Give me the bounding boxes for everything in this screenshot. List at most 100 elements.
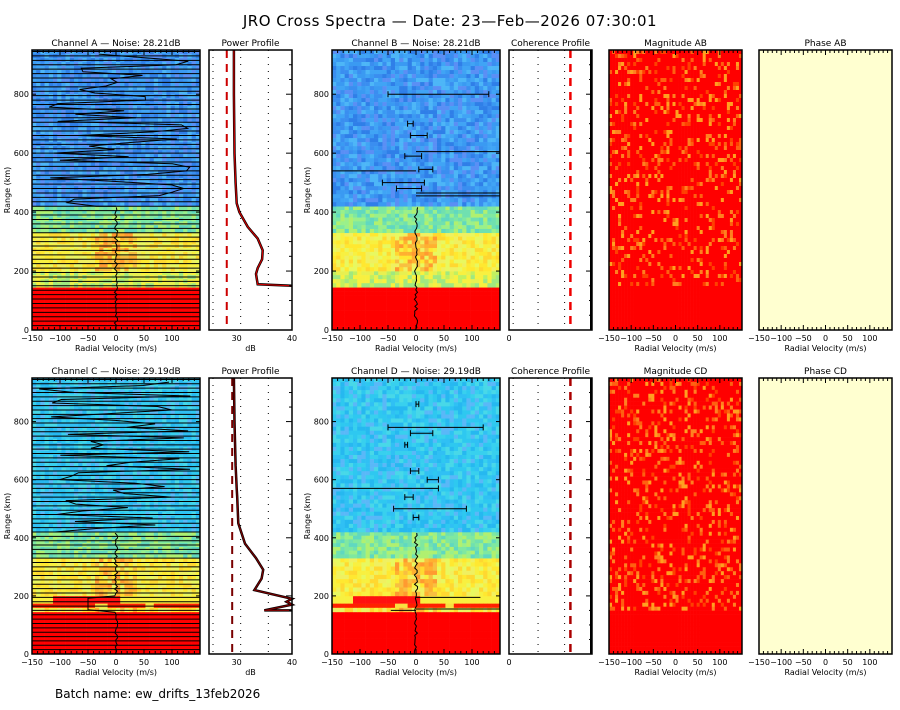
- spectrum-cell: [336, 287, 341, 292]
- spectrum-cell: [149, 232, 155, 237]
- spectrum-cell: [432, 217, 438, 222]
- spectrum-cell: [441, 248, 446, 253]
- spectrum-cell: [357, 213, 362, 218]
- spectrum-cell: [369, 314, 375, 319]
- spectrum-cell: [382, 217, 387, 222]
- spectrum-cell: [353, 267, 358, 272]
- spectrum-cell: [491, 58, 497, 63]
- spectrum-cell: [374, 271, 379, 276]
- spectrum-cell: [183, 154, 188, 159]
- spectrum-cell: [474, 62, 480, 67]
- spectrum-cell: [479, 86, 484, 91]
- spectrum-cell: [357, 58, 362, 63]
- spectrum-cell: [340, 306, 345, 311]
- spectrum-cell: [99, 78, 104, 83]
- spectrum-cell: [416, 54, 421, 59]
- spectrum-cell: [382, 106, 387, 111]
- spectrum-cell: [99, 228, 104, 234]
- spectrum-cell: [395, 50, 400, 55]
- spectrum-cell: [40, 162, 45, 167]
- spectrum-cell: [103, 295, 108, 300]
- spectrum-cell: [191, 158, 197, 163]
- spectrum-cell: [116, 170, 121, 175]
- spectrum-cell: [78, 322, 83, 327]
- spectrum-cell: [458, 283, 463, 288]
- spectrum-cell: [57, 82, 62, 87]
- spectrum-cell: [378, 283, 383, 288]
- spectrum-cell: [365, 267, 371, 272]
- spectrum-cell: [487, 54, 492, 59]
- spectrum-cell: [69, 170, 75, 175]
- spectrum-cell: [170, 106, 176, 111]
- spectrum-cell: [357, 217, 362, 222]
- spectrum-cell: [74, 82, 79, 87]
- spectrum-cell: [103, 213, 108, 218]
- spectrum-cell: [32, 122, 37, 127]
- spectrum-cell: [116, 130, 121, 135]
- spectrum-cell: [441, 50, 446, 55]
- spectrum-cell: [95, 166, 100, 171]
- spectrum-cell: [365, 283, 371, 288]
- spectrum-cell: [365, 302, 371, 307]
- spectrum-cell: [57, 106, 62, 111]
- spectrum-cell: [111, 74, 117, 79]
- spectrum-cell: [107, 206, 113, 211]
- spectrum-cell: [462, 86, 467, 91]
- spectrum-cell: [195, 150, 201, 155]
- spectrum-cell: [395, 322, 400, 327]
- spectrum-cell: [103, 158, 108, 163]
- spectrum-cell: [153, 154, 159, 159]
- spectrum-cell: [141, 251, 146, 257]
- spectrum-cell: [32, 251, 37, 257]
- spectrum-cell: [395, 251, 400, 257]
- spectrum-cell: [57, 118, 62, 123]
- spectrum-cell: [74, 70, 79, 75]
- spectrum-cell: [40, 166, 45, 171]
- spectrum-cell: [116, 240, 121, 245]
- spectrum-cell: [403, 82, 408, 87]
- spectrum-cell: [424, 102, 429, 107]
- spectrum-cell: [65, 194, 71, 199]
- spectrum-cell: [44, 178, 50, 183]
- spectrum-cell: [420, 287, 425, 292]
- spectrum-cell: [332, 310, 337, 315]
- spectrum-cell: [357, 283, 362, 288]
- spectrum-cell: [36, 86, 41, 91]
- spectrum-cell: [36, 302, 41, 307]
- spectrum-cell: [462, 263, 467, 268]
- spectrum-cell: [390, 106, 396, 111]
- spectrum-cell: [483, 78, 488, 83]
- spectrum-cell: [420, 298, 425, 304]
- spectrum-cell: [441, 106, 446, 111]
- spectrum-cell: [103, 194, 108, 199]
- spectrum-cell: [149, 295, 155, 300]
- spectrum-cell: [36, 114, 41, 119]
- spectrum-cell: [82, 198, 87, 203]
- spectrum-cell: [374, 279, 379, 284]
- spectrum-cell: [158, 82, 163, 87]
- spectrum-cell: [378, 110, 383, 115]
- spectrum-cell: [95, 154, 100, 159]
- spectrum-cell: [128, 110, 134, 115]
- spectrum-cell: [124, 240, 129, 245]
- spectrum-cell: [124, 126, 129, 131]
- spectrum-cell: [74, 90, 79, 95]
- spectrum-cell: [187, 158, 192, 163]
- spectrum-cell: [195, 267, 201, 272]
- spectrum-cell: [141, 90, 146, 95]
- spectrum-cell: [365, 90, 371, 95]
- spectrum-cell: [479, 259, 484, 264]
- spectrum-cell: [132, 232, 138, 237]
- spectrum-cell: [432, 244, 438, 249]
- spectrum-cell: [428, 106, 434, 111]
- spectrum-cell: [348, 271, 354, 276]
- spectrum-cell: [78, 198, 83, 203]
- spectrum-cell: [53, 114, 58, 119]
- spectrum-cell: [441, 62, 446, 67]
- spectrum-cell: [78, 86, 83, 91]
- spectrum-cell: [399, 58, 404, 63]
- spectrum-cell: [432, 326, 438, 331]
- spectrum-cell: [95, 271, 100, 276]
- spectrum-cell: [458, 287, 463, 292]
- spectrum-cell: [403, 314, 408, 319]
